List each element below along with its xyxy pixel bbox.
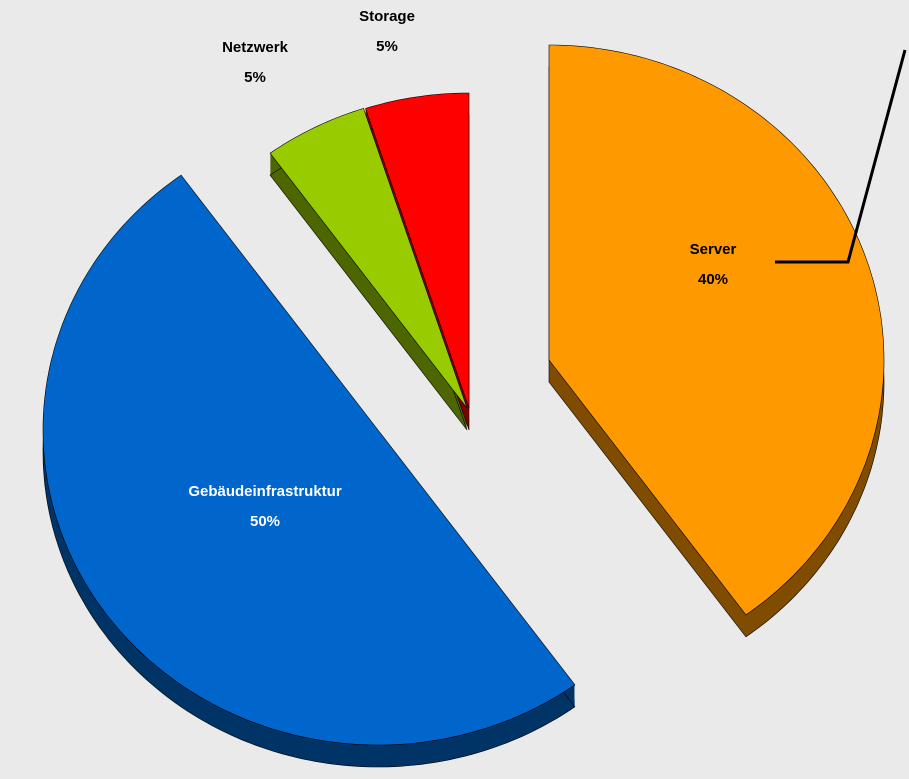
slice-value-label: 5%: [244, 69, 266, 86]
pie-slice: [548, 44, 885, 616]
slice-value-label: 40%: [698, 271, 728, 288]
slice-label: Server: [690, 241, 737, 258]
pie-slice: [42, 174, 576, 746]
leader-line: [775, 49, 907, 264]
slice-label: Storage: [359, 8, 415, 25]
pie-slice: [269, 108, 468, 409]
slice-label: Netzwerk: [222, 39, 289, 56]
slice-value-label: 50%: [250, 513, 280, 530]
slice-value-label: 5%: [376, 38, 398, 55]
slice-label: Gebäudeinfrastruktur: [188, 483, 342, 500]
pie-slice: [365, 92, 470, 409]
